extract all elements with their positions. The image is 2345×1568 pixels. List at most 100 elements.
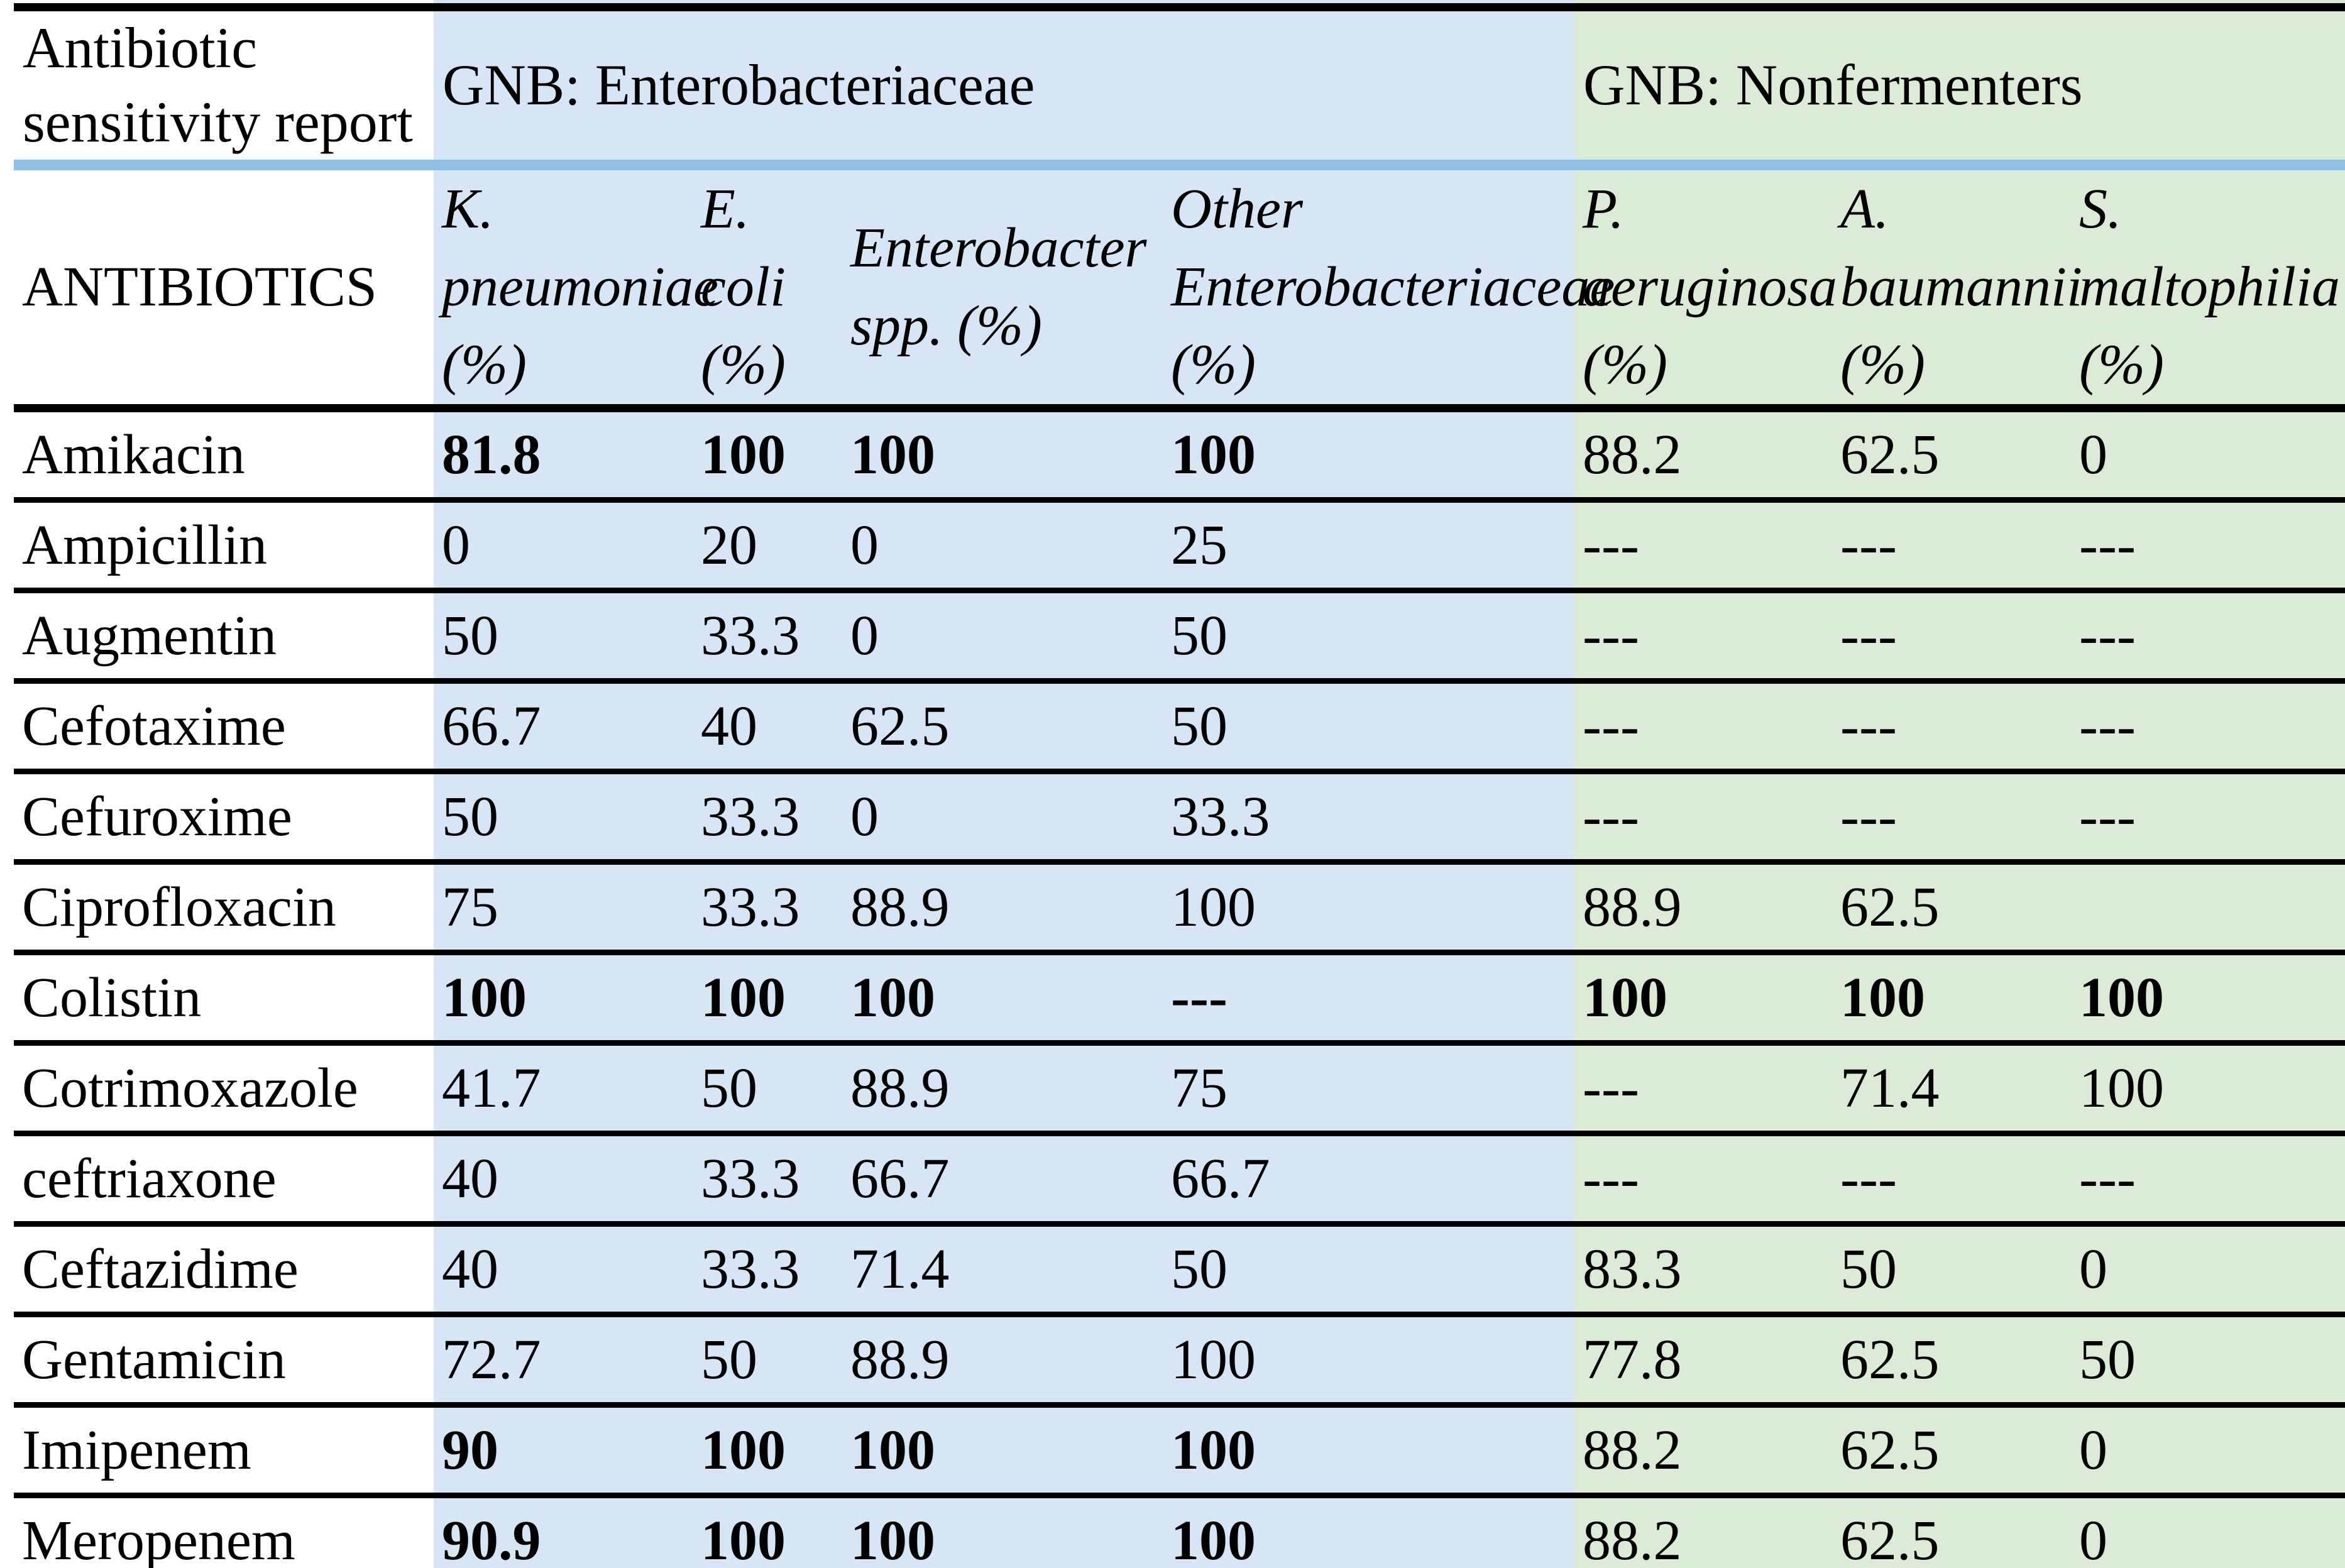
table-row: Augmentin 50 33.3 0 50 --- --- --- bbox=[14, 590, 2345, 684]
antibiotic-name-cell: Meropenem bbox=[14, 1495, 434, 1568]
value-cell-enterobacter-spp: 66.7 bbox=[842, 1133, 1163, 1227]
value-cell-other-enterobacteriaceae: 100 bbox=[1163, 408, 1574, 503]
value-cell-a-baumannii: --- bbox=[1832, 1133, 2071, 1227]
value-cell-k-pneumoniae: 41.7 bbox=[434, 1043, 693, 1137]
antibiotic-name-cell: ceftriaxone bbox=[14, 1133, 434, 1227]
value-cell-p-aeruginosa: --- bbox=[1574, 590, 1832, 684]
value-cell-a-baumannii: 50 bbox=[1832, 1224, 2071, 1318]
value-cell-s-maltophilia: 0 bbox=[2071, 1495, 2345, 1568]
value-cell-p-aeruginosa: --- bbox=[1574, 1043, 1832, 1137]
table-row: Imipenem 90 100 100 100 88.2 62.5 0 bbox=[14, 1405, 2345, 1499]
value-cell-e-coli: 100 bbox=[693, 1495, 842, 1568]
value-cell-s-maltophilia: --- bbox=[2071, 590, 2345, 684]
value-cell-enterobacter-spp: 100 bbox=[842, 408, 1163, 503]
value-cell-enterobacter-spp: 71.4 bbox=[842, 1224, 1163, 1318]
value-cell-k-pneumoniae: 50 bbox=[434, 590, 693, 684]
value-cell-p-aeruginosa: 88.2 bbox=[1574, 408, 1832, 503]
value-cell-enterobacter-spp: 62.5 bbox=[842, 681, 1163, 775]
value-cell-enterobacter-spp: 88.9 bbox=[842, 862, 1163, 956]
value-cell-p-aeruginosa: 88.9 bbox=[1574, 862, 1832, 956]
table-row: Meropenem 90.9 100 100 100 88.2 62.5 0 bbox=[14, 1495, 2345, 1568]
value-cell-k-pneumoniae: 81.8 bbox=[434, 408, 693, 503]
value-cell-other-enterobacteriaceae: 50 bbox=[1163, 1224, 1574, 1318]
group-header-enterobacteriaceae: GNB: Enterobacteriaceae bbox=[434, 7, 1574, 170]
antibiotic-name-cell: Cotrimoxazole bbox=[14, 1043, 434, 1137]
value-cell-a-baumannii: 62.5 bbox=[1832, 1495, 2071, 1568]
value-cell-a-baumannii: 71.4 bbox=[1832, 1043, 2071, 1137]
value-cell-a-baumannii: 100 bbox=[1832, 952, 2071, 1046]
value-cell-other-enterobacteriaceae: 100 bbox=[1163, 862, 1574, 956]
value-cell-p-aeruginosa: 88.2 bbox=[1574, 1405, 1832, 1499]
value-cell-e-coli: 33.3 bbox=[693, 1224, 842, 1318]
value-cell-a-baumannii: --- bbox=[1832, 590, 2071, 684]
value-cell-k-pneumoniae: 90 bbox=[434, 1405, 693, 1499]
column-header-antibiotics: ANTIBIOTICS bbox=[14, 165, 434, 413]
value-cell-enterobacter-spp: 0 bbox=[842, 590, 1163, 684]
antibiotic-name-cell: Augmentin bbox=[14, 590, 434, 684]
value-cell-k-pneumoniae: 0 bbox=[434, 500, 693, 594]
antibiotic-name-cell: Gentamicin bbox=[14, 1314, 434, 1408]
value-cell-other-enterobacteriaceae: 100 bbox=[1163, 1314, 1574, 1408]
value-cell-enterobacter-spp: 0 bbox=[842, 500, 1163, 594]
value-cell-a-baumannii: 62.5 bbox=[1832, 1314, 2071, 1408]
antibiotic-name-cell: Amikacin bbox=[14, 408, 434, 503]
value-cell-k-pneumoniae: 40 bbox=[434, 1133, 693, 1227]
value-cell-s-maltophilia: 0 bbox=[2071, 1405, 2345, 1499]
value-cell-e-coli: 33.3 bbox=[693, 1133, 842, 1227]
value-cell-e-coli: 33.3 bbox=[693, 590, 842, 684]
column-header-a-baumannii: A. baumannii (%) bbox=[1832, 165, 2082, 413]
value-cell-s-maltophilia: 100 bbox=[2071, 952, 2345, 1046]
column-header-enterobacter-spp: Enterobacter spp. (%) bbox=[842, 165, 1163, 413]
table-row: Ceftazidime 40 33.3 71.4 50 83.3 50 0 bbox=[14, 1224, 2345, 1318]
table-row: Colistin 100 100 100 --- 100 100 100 bbox=[14, 952, 2345, 1046]
value-cell-s-maltophilia: 100 bbox=[2071, 1043, 2345, 1137]
value-cell-e-coli: 50 bbox=[693, 1043, 842, 1137]
value-cell-k-pneumoniae: 50 bbox=[434, 771, 693, 865]
table-row: Ampicillin 0 20 0 25 --- --- --- bbox=[14, 500, 2345, 594]
value-cell-e-coli: 33.3 bbox=[693, 862, 842, 956]
value-cell-enterobacter-spp: 100 bbox=[842, 1495, 1163, 1568]
table-row: Amikacin 81.8 100 100 100 88.2 62.5 0 bbox=[14, 408, 2345, 503]
top-border-strip bbox=[14, 0, 2345, 11]
value-cell-a-baumannii: 62.5 bbox=[1832, 408, 2071, 503]
table-row: ceftriaxone 40 33.3 66.7 66.7 --- --- --- bbox=[14, 1133, 2345, 1227]
antibiotic-sensitivity-table: Antibiotic sensitivity report GNB: Enter… bbox=[14, 0, 2345, 1568]
value-cell-s-maltophilia bbox=[2071, 862, 2345, 956]
column-header-other-enterobacteriaceae: Other Enterobacteriaceae (%) bbox=[1163, 165, 1615, 413]
value-cell-other-enterobacteriaceae: --- bbox=[1163, 952, 1574, 1046]
table-row: Cefotaxime 66.7 40 62.5 50 --- --- --- bbox=[14, 681, 2345, 775]
antibiotic-name-cell: Colistin bbox=[14, 952, 434, 1046]
value-cell-a-baumannii: --- bbox=[1832, 681, 2071, 775]
value-cell-s-maltophilia: --- bbox=[2071, 681, 2345, 775]
value-cell-s-maltophilia: 0 bbox=[2071, 1224, 2345, 1318]
value-cell-other-enterobacteriaceae: 100 bbox=[1163, 1495, 1574, 1568]
value-cell-e-coli: 20 bbox=[693, 500, 842, 594]
value-cell-other-enterobacteriaceae: 25 bbox=[1163, 500, 1574, 594]
column-header-e-coli: E. coli (%) bbox=[693, 165, 842, 413]
antibiotic-name-cell: Ampicillin bbox=[14, 500, 434, 594]
value-cell-s-maltophilia: 50 bbox=[2071, 1314, 2345, 1408]
value-cell-s-maltophilia: --- bbox=[2071, 771, 2345, 865]
value-cell-a-baumannii: 62.5 bbox=[1832, 862, 2071, 956]
value-cell-a-baumannii: 62.5 bbox=[1832, 1405, 2071, 1499]
value-cell-k-pneumoniae: 100 bbox=[434, 952, 693, 1046]
group-header-nonfermenters: GNB: Nonfermenters bbox=[1574, 7, 2345, 170]
value-cell-other-enterobacteriaceae: 75 bbox=[1163, 1043, 1574, 1137]
value-cell-p-aeruginosa: --- bbox=[1574, 681, 1832, 775]
column-header-row: ANTIBIOTICS K. pneumoniae (%) E. coli (%… bbox=[14, 165, 2345, 413]
value-cell-k-pneumoniae: 75 bbox=[434, 862, 693, 956]
value-cell-p-aeruginosa: --- bbox=[1574, 771, 1832, 865]
column-header-p-aeruginosa: P. aeruginosa (%) bbox=[1574, 165, 1837, 413]
table-header: Antibiotic sensitivity report GNB: Enter… bbox=[14, 0, 2345, 413]
table-row: Cefuroxime 50 33.3 0 33.3 --- --- --- bbox=[14, 771, 2345, 865]
value-cell-p-aeruginosa: --- bbox=[1574, 1133, 1832, 1227]
value-cell-other-enterobacteriaceae: 50 bbox=[1163, 590, 1574, 684]
column-header-k-pneumoniae: K. pneumoniae (%) bbox=[434, 165, 718, 413]
value-cell-p-aeruginosa: 88.2 bbox=[1574, 1495, 1832, 1568]
column-header-s-maltophilia: S. maltophilia (%) bbox=[2071, 165, 2345, 413]
antibiotic-name-cell: Ciprofloxacin bbox=[14, 862, 434, 956]
value-cell-e-coli: 100 bbox=[693, 408, 842, 503]
group-header-row: Antibiotic sensitivity report GNB: Enter… bbox=[14, 7, 2345, 170]
